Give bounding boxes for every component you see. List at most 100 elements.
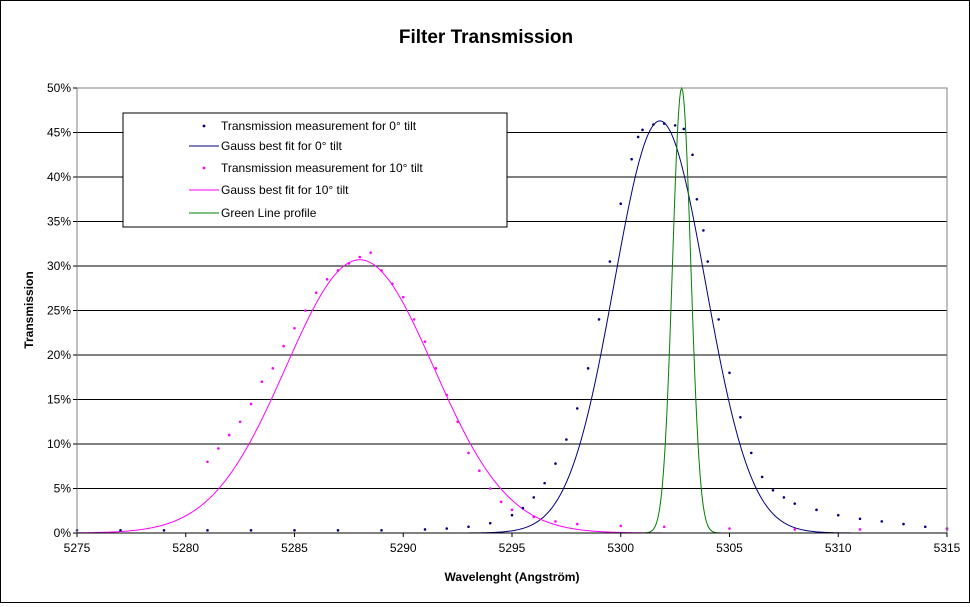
measurement-10deg-point (619, 524, 623, 528)
measurement-0deg-point (782, 496, 786, 499)
y-tick-label: 5% (54, 482, 72, 496)
measurement-10deg-point (227, 433, 231, 437)
y-tick-label: 35% (47, 215, 71, 229)
measurement-10deg-point (369, 251, 372, 254)
measurement-0deg-point (380, 529, 383, 532)
y-tick-label: 50% (47, 81, 71, 95)
measurement-0deg-point (293, 529, 296, 532)
y-axis-title: Transmission (22, 271, 36, 348)
legend-swatch-0deg-measurement (202, 124, 206, 128)
measurement-10deg-point (304, 309, 307, 312)
gauss-fit-10deg-line (76, 259, 947, 534)
measurement-0deg-point (728, 371, 731, 375)
measurement-0deg-point (586, 367, 590, 370)
x-tick-label: 5305 (716, 541, 743, 555)
legend-label-0deg-gauss: Gauss best fit for 0° tilt (221, 139, 343, 153)
measurement-10deg-point (488, 487, 492, 490)
y-tick-label: 10% (47, 437, 71, 451)
measurement-0deg-point (510, 513, 514, 517)
x-tick-label: 5300 (607, 541, 634, 555)
marker-layer (75, 122, 949, 532)
x-tick-label: 5275 (64, 541, 91, 555)
measurement-10deg-point (358, 255, 362, 259)
measurement-0deg-point (673, 124, 677, 127)
measurement-0deg-point (445, 527, 449, 530)
measurement-0deg-point (608, 260, 612, 263)
measurement-0deg-point (575, 407, 579, 410)
x-tick-label: 5295 (499, 541, 526, 555)
measurement-0deg-point (760, 475, 764, 479)
legend-swatch-10deg-measurement (202, 166, 206, 170)
measurement-10deg-point (412, 318, 416, 321)
measurement-10deg-point (467, 451, 470, 455)
x-tick-label: 5310 (825, 541, 852, 555)
measurement-0deg-point (532, 496, 536, 499)
measurement-0deg-point (717, 318, 720, 321)
measurement-0deg-point (636, 135, 640, 139)
legend-item-green-line: Green Line profile (189, 206, 317, 220)
legend: Transmission measurement for 0° tilt Gau… (122, 112, 508, 228)
measurement-10deg-point (238, 420, 242, 424)
measurement-0deg-point (662, 122, 666, 125)
measurement-0deg-point (836, 513, 840, 517)
measurement-0deg-point (119, 529, 122, 532)
measurement-0deg-point (815, 508, 818, 512)
measurement-10deg-point (347, 262, 351, 265)
measurement-10deg-point (249, 402, 253, 406)
measurement-0deg-point (488, 521, 492, 525)
y-tick-label: 40% (47, 170, 71, 184)
measurement-10deg-point (434, 367, 438, 370)
measurement-10deg-point (325, 278, 329, 281)
measurement-0deg-point (162, 529, 166, 532)
measurement-0deg-point (249, 529, 253, 532)
measurement-0deg-point (641, 128, 644, 132)
y-tick-label: 20% (47, 348, 71, 362)
measurement-0deg-point (336, 529, 340, 532)
x-tick-label: 5315 (934, 541, 961, 555)
measurement-10deg-point (445, 393, 449, 397)
measurement-0deg-point (206, 529, 209, 532)
measurement-10deg-point (271, 367, 275, 370)
measurement-10deg-point (662, 525, 666, 529)
measurement-10deg-point (380, 269, 383, 272)
y-tick-label: 0% (54, 526, 72, 540)
y-tick-label: 15% (47, 393, 71, 407)
measurement-0deg-point (682, 127, 686, 131)
measurement-10deg-point (293, 327, 296, 330)
x-axis-title: Wavelenght (Angström) (445, 570, 580, 584)
measurement-0deg-point (652, 123, 655, 126)
measurement-0deg-point (619, 202, 623, 205)
measurement-10deg-point (206, 460, 209, 464)
measurement-0deg-point (749, 451, 753, 455)
y-tick-label: 30% (47, 259, 71, 273)
measurement-0deg-point (521, 506, 525, 510)
y-tick-label: 45% (47, 126, 71, 140)
measurement-0deg-point (880, 520, 884, 523)
measurement-0deg-point (554, 462, 557, 465)
measurement-10deg-point (793, 528, 797, 531)
measurement-10deg-point (575, 522, 579, 526)
measurement-10deg-point (510, 508, 514, 512)
legend-box (122, 112, 508, 228)
legend-label-0deg-measurement: Transmission measurement for 0° tilt (221, 119, 417, 133)
measurement-10deg-point (858, 528, 862, 531)
measurement-10deg-point (217, 447, 220, 450)
measurement-0deg-point (691, 153, 694, 157)
chart-title: Filter Transmission (399, 27, 573, 48)
legend-item-10deg-measurement: Transmission measurement for 10° tilt (202, 161, 423, 175)
x-tick-label: 5280 (172, 541, 199, 555)
measurement-0deg-point (858, 517, 862, 521)
legend-label-green-line: Green Line profile (221, 206, 317, 220)
measurement-10deg-point (391, 282, 394, 286)
measurement-10deg-point (478, 469, 481, 473)
measurement-0deg-point (467, 525, 470, 529)
measurement-0deg-point (793, 502, 797, 505)
measurement-10deg-point (314, 291, 318, 295)
measurement-0deg-point (702, 229, 705, 232)
measurement-0deg-point (739, 416, 742, 419)
x-tick-label: 5290 (390, 541, 417, 555)
measurement-10deg-point (260, 380, 264, 384)
measurement-0deg-point (565, 438, 568, 441)
measurement-10deg-point (456, 420, 459, 424)
